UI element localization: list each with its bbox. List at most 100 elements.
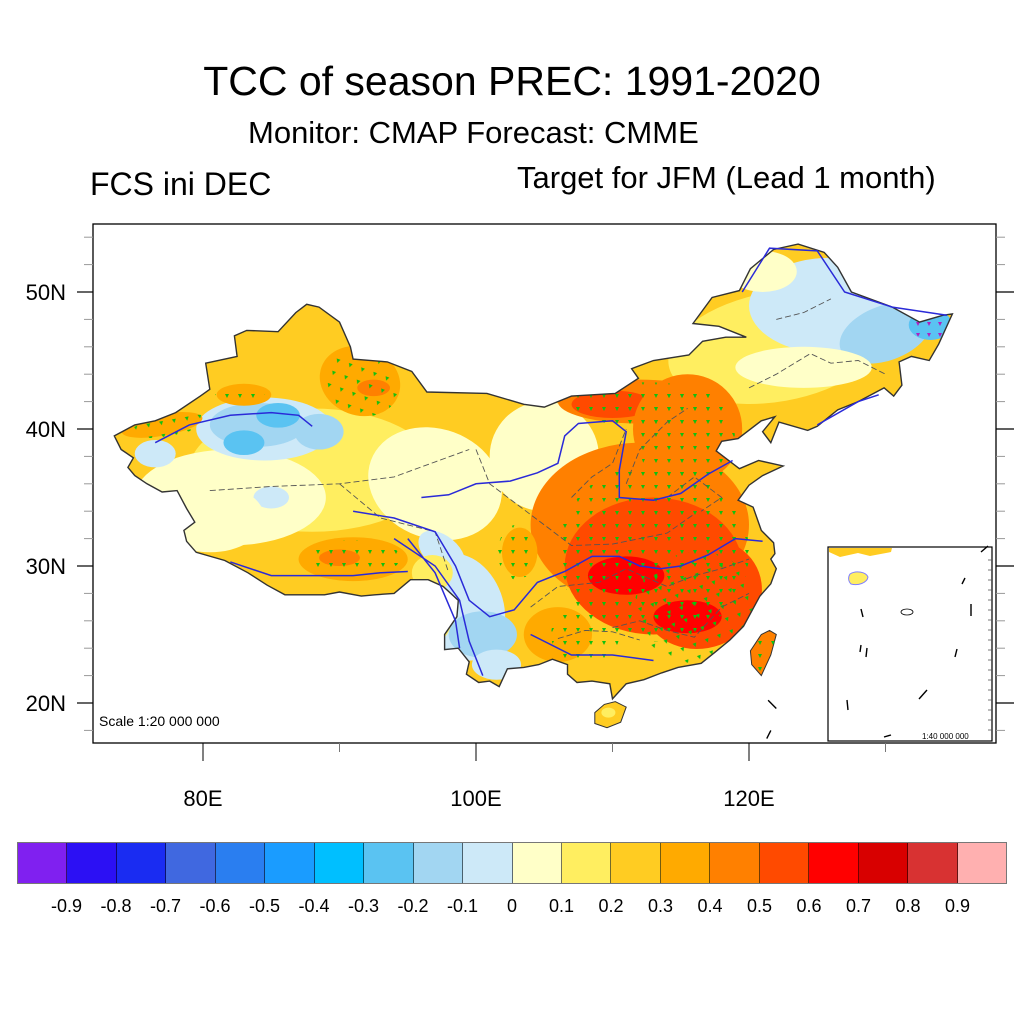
- colorbar-label: 0.5: [746, 896, 773, 916]
- colorbar-swatch: [858, 843, 909, 883]
- colorbar-label: -0.5: [248, 896, 281, 916]
- colorbar-swatch: [364, 843, 414, 883]
- significance-stipple: [633, 551, 756, 663]
- significance-stipple: [551, 604, 620, 665]
- significance-stipple: [750, 630, 777, 676]
- rivers: [154, 247, 948, 676]
- boundary-dash: [883, 734, 892, 738]
- contour-region: [601, 707, 616, 718]
- colorbar-label: 0.3: [647, 896, 674, 916]
- significance-stipple: [215, 386, 265, 403]
- china-border: [113, 243, 954, 701]
- colorbar-swatch: [809, 843, 859, 883]
- x-tick-label: 120E: [723, 786, 774, 811]
- colorbar-label: -0.2: [397, 896, 429, 916]
- province-border: [776, 298, 832, 320]
- y-tick-label: 20N: [26, 691, 66, 716]
- colorbar-label: -0.3: [347, 896, 380, 916]
- contour-region: [417, 586, 453, 642]
- inset-scale-label: 1:40 000 000: [922, 732, 969, 741]
- colorbar-swatch: [67, 843, 117, 883]
- significance-stipple: [322, 353, 398, 417]
- colorbar-swatch: [463, 843, 513, 883]
- inset-shoal: [900, 608, 914, 616]
- colorbar-labels: -0.9 -0.8 -0.7 -0.6 -0.5 -0.4 -0.3 -0.2 -0.1 0 0.1…: [0, 896, 1024, 920]
- colorbar-label: 0.1: [548, 896, 575, 916]
- contour-region: [155, 483, 265, 553]
- contour-region: [735, 346, 872, 388]
- y-tick-label: 50N: [26, 280, 66, 305]
- river: [407, 538, 461, 649]
- x-tick-label: 80E: [183, 786, 222, 811]
- contour-region: [294, 413, 344, 450]
- contour-region: [471, 649, 522, 680]
- colorbar-swatch: [759, 843, 810, 883]
- colorbar-swatch: [215, 843, 266, 883]
- colorbar-label: 0.4: [697, 896, 723, 916]
- colorbar-label: -0.1: [446, 896, 479, 916]
- significance-stipple: [128, 414, 210, 439]
- river: [230, 561, 408, 577]
- contour-region: [223, 430, 265, 456]
- colorbar-label: 0.9: [944, 896, 971, 916]
- x-tick-label: 100E: [450, 786, 501, 811]
- province-border: [530, 558, 750, 608]
- colorbar-label: 0.6: [796, 896, 822, 916]
- river: [421, 420, 733, 501]
- chart-title: TCC of season PREC: 1991-2020: [203, 58, 821, 104]
- contour-region: [253, 486, 289, 509]
- colorbar-swatch: [314, 843, 365, 883]
- y-tick-label: 30N: [26, 554, 66, 579]
- colorbar-label: 0.8: [895, 896, 921, 916]
- colorbar-swatch: [166, 843, 216, 883]
- axis-tick-labels: 50N 40N 30N 20N 80E 100E 120E: [26, 280, 775, 811]
- islands: [594, 629, 777, 739]
- province-border: [339, 483, 450, 573]
- colorbar-swatch: [413, 843, 464, 883]
- boundary-dash: [918, 689, 928, 700]
- contour-region: [134, 439, 176, 468]
- boundary-dash: [767, 699, 777, 709]
- river: [530, 633, 654, 662]
- river: [352, 510, 763, 618]
- contour-region: [728, 250, 797, 292]
- colorbar-label: -0.6: [199, 896, 231, 916]
- river: [741, 247, 948, 317]
- province-border: [571, 428, 627, 498]
- south-china-sea-inset: 1:40 000 000: [827, 545, 993, 742]
- colorbar-label: 0: [506, 896, 518, 916]
- province-border: [612, 592, 750, 638]
- target-label: Target for JFM (Lead 1 month): [517, 160, 936, 195]
- contour-region: [448, 611, 517, 658]
- colorbar-label: -0.9: [50, 896, 83, 916]
- boundary-dash: [859, 644, 862, 653]
- contour-region: [839, 302, 932, 364]
- colorbar: [17, 842, 1007, 884]
- colorbar-swatch: [660, 843, 711, 883]
- contour-region: [256, 402, 300, 428]
- colorbar-swatch: [908, 843, 958, 883]
- inset-coast: [829, 548, 892, 557]
- river: [816, 394, 879, 426]
- province-border: [209, 449, 470, 492]
- province-borders: [209, 298, 886, 641]
- colorbar-swatch: [265, 843, 315, 883]
- init-label: FCS ini DEC: [90, 166, 272, 202]
- boundary-dash: [961, 577, 966, 585]
- province-border: [557, 629, 640, 641]
- boundary-dash: [846, 699, 849, 711]
- boundary-dash: [954, 648, 958, 658]
- colorbar-label: -0.4: [298, 896, 330, 916]
- river: [154, 411, 313, 444]
- boundary-dash: [980, 545, 989, 553]
- axis-ticks: [77, 236, 1014, 761]
- colorbar-swatch: [710, 843, 760, 883]
- province-border: [475, 449, 695, 546]
- inset-hainan: [848, 571, 869, 586]
- boundary-dash: [865, 647, 868, 658]
- scale-label: Scale 1:20 000 000: [99, 713, 220, 729]
- y-tick-label: 40N: [26, 417, 66, 442]
- colorbar-swatch: [957, 843, 1007, 883]
- boundary-dash: [766, 730, 772, 739]
- chart-subtitle: Monitor: CMAP Forecast: CMME: [248, 115, 699, 150]
